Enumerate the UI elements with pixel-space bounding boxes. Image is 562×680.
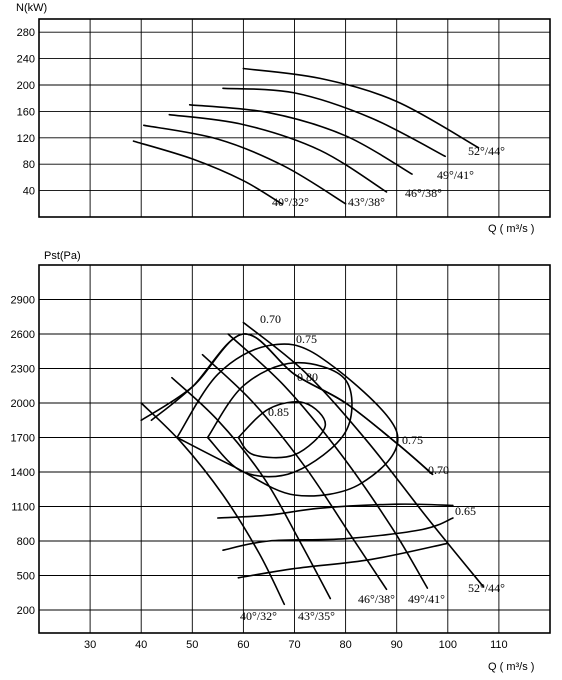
- top-curve-labels: 40°/32° 43°/38° 46°/38° 49°/41° 52°/44°: [272, 144, 505, 209]
- top-power-curve-49-41: [188, 104, 413, 175]
- bottom-x-tick-label: 60: [237, 639, 249, 651]
- bottom-curve-label-52-44: 52°/44°: [468, 581, 505, 595]
- bottom-curve-0-65: [217, 503, 454, 519]
- efficiency-label-085: 0.85: [268, 405, 289, 419]
- bottom-grid: [39, 265, 550, 633]
- bottom-curve-unlabeled-7: [222, 517, 454, 551]
- top-y-tick-label: 160: [17, 106, 35, 118]
- efficiency-contour-0-85: [237, 401, 327, 459]
- bottom-y-tick-label: 2600: [11, 329, 35, 341]
- bottom-x-ticks: 30 40 50 60 70 80 90 100 110: [84, 639, 508, 651]
- top-chart: N(kW) 40 80 120 160 200 240 280 40°/32° 43°/38…: [16, 2, 551, 235]
- bottom-curve-46-38: [201, 353, 388, 591]
- bottom-x-tick-label: 70: [288, 639, 300, 651]
- bottom-y-tick-label: 2000: [11, 398, 35, 410]
- top-y-tick-label: 280: [17, 27, 35, 39]
- bottom-curve-label-43-35: 43°/35°: [298, 609, 335, 623]
- top-power-curve-40-32: [132, 140, 283, 205]
- efficiency-label-070-top: 0.70: [260, 312, 281, 326]
- bottom-y-tick-label: 800: [17, 536, 35, 548]
- efficiency-contour-0-70: [150, 333, 434, 476]
- bottom-chart: Pst(Pa) 200 500 800 1100 1400 1700 2000 2300 260…: [11, 250, 551, 673]
- bottom-x-axis-label: Q ( m³/s ): [488, 661, 534, 673]
- bottom-y-tick-label: 2300: [11, 364, 35, 376]
- bottom-y-tick-label: 500: [17, 571, 35, 583]
- top-curve-label-43-38: 43°/38°: [348, 195, 385, 209]
- bottom-x-tick-label: 90: [391, 639, 403, 651]
- top-y-tick-label: 40: [23, 186, 35, 198]
- bottom-x-tick-label: 50: [186, 639, 198, 651]
- bottom-y-axis-label: Pst(Pa): [44, 250, 81, 262]
- bottom-curve-label-40-32: 40°/32°: [240, 609, 277, 623]
- efficiency-contour-0-80: [206, 361, 353, 478]
- bottom-y-tick-label: 1100: [11, 502, 35, 514]
- top-power-curve-uppermost: [242, 67, 480, 149]
- top-y-tick-label: 120: [17, 133, 35, 145]
- bottom-y-tick-label: 2900: [11, 295, 35, 307]
- top-power-curves: [132, 67, 480, 205]
- top-y-tick-label: 200: [17, 80, 35, 92]
- top-power-curve-52-44: [222, 87, 446, 158]
- bottom-curve-43-35: [171, 376, 332, 600]
- bottom-plot-frame: [38, 264, 551, 634]
- bottom-curve-label-46-38: 46°/38°: [358, 592, 395, 606]
- bottom-curve-unlabeled-8: [237, 542, 449, 579]
- bottom-y-tick-label: 1700: [11, 433, 35, 445]
- bottom-curve-labels: 40°/32° 43°/35° 46°/38° 49°/41° 52°/44°: [240, 581, 505, 623]
- bottom-x-tick-label: 40: [135, 639, 147, 651]
- top-y-tick-label: 240: [17, 54, 35, 66]
- bottom-x-tick-label: 30: [84, 639, 96, 651]
- top-curve-label-49-41: 49°/41°: [437, 168, 474, 182]
- efficiency-label-080: 0.80: [297, 370, 318, 384]
- top-y-ticks: 40 80 120 160 200 240 280: [17, 27, 35, 197]
- efficiency-label-075-right: 0.75: [402, 433, 423, 447]
- top-curve-label-46-38: 46°/38°: [405, 186, 442, 200]
- top-y-axis-label: N(kW): [16, 2, 47, 14]
- efficiency-label-065: 0.65: [455, 504, 476, 518]
- top-power-curve-43-38: [143, 124, 347, 205]
- top-y-tick-label: 80: [23, 159, 35, 171]
- top-curve-label-40-32: 40°/32°: [272, 195, 309, 209]
- bottom-y-tick-label: 1400: [11, 467, 35, 479]
- top-grid: [39, 19, 550, 217]
- bottom-curve-label-49-41: 49°/41°: [408, 592, 445, 606]
- top-x-axis-label: Q ( m³/s ): [488, 223, 534, 235]
- top-curve-label-52-44: 52°/44°: [468, 144, 505, 158]
- efficiency-contour-0-75: [176, 343, 399, 497]
- bottom-x-tick-label: 100: [439, 639, 457, 651]
- top-power-curve-46-38: [168, 113, 388, 193]
- bottom-x-tick-label: 80: [339, 639, 351, 651]
- efficiency-label-070-right: 0.70: [428, 463, 449, 477]
- bottom-x-tick-label: 110: [490, 639, 508, 651]
- bottom-y-ticks: 200 500 800 1100 1400 1700 2000 2300 2600 2900: [11, 295, 35, 618]
- bottom-curve-40-32: [140, 402, 286, 606]
- efficiency-label-075-top: 0.75: [296, 332, 317, 346]
- efficiency-contours: [150, 333, 434, 497]
- bottom-y-tick-label: 200: [17, 605, 35, 617]
- top-plot-frame: [38, 18, 551, 218]
- efficiency-labels: 0.70 0.75 0.80 0.85 0.75 0.70 0.65: [260, 312, 476, 518]
